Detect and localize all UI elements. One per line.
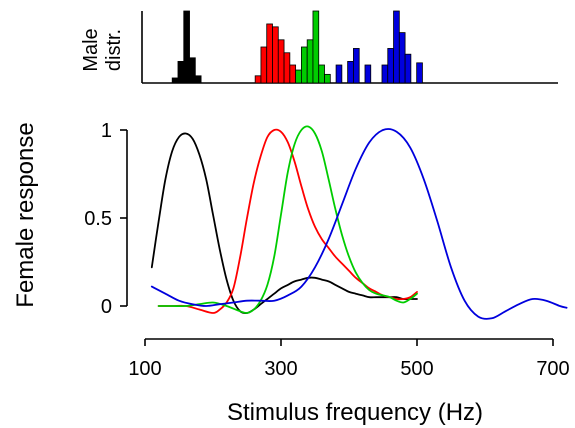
histogram-bar-s2-b4	[318, 64, 325, 84]
response-curve-0	[150, 132, 418, 315]
histogram-bar-s0-b4	[194, 75, 202, 84]
y-tick-label-1: 0.5	[84, 208, 112, 230]
x-tick-label-0: 100	[128, 358, 161, 380]
histogram-bars	[171, 10, 423, 84]
x-axis-title: Stimulus frequency (Hz)	[227, 399, 483, 426]
response-curve-2	[157, 125, 418, 314]
histogram-bar-s0-b3	[189, 57, 196, 84]
male-distr-ylabel-line2: distr.	[103, 29, 125, 71]
male-distribution-panel: Male distr.	[80, 10, 558, 84]
y-tick-label-0: 0	[101, 296, 112, 318]
female-response-panel: Female response Stimulus frequency (Hz) …	[12, 120, 570, 426]
histogram-bar-s3-b1	[347, 61, 354, 84]
histogram-bar-s2-b3	[312, 10, 320, 84]
male-distr-ylabel-line1: Male	[80, 28, 102, 71]
histogram-bar-s0-b0	[171, 77, 179, 84]
histogram-bar-s1-b4	[277, 39, 285, 84]
x-tick-label-2: 500	[400, 358, 433, 380]
histogram-bar-s3-b8	[404, 53, 412, 84]
response-curves	[150, 125, 568, 320]
histogram-bar-s2-b0	[295, 69, 302, 84]
histogram-bar-s3-b9	[416, 62, 423, 84]
histogram-bar-s1-b1	[260, 46, 268, 84]
histogram-bar-s1-b5	[283, 52, 291, 84]
y-ticks: 00.51	[84, 120, 127, 318]
x-tick-label-1: 300	[264, 358, 297, 380]
x-tick-label-3: 700	[536, 358, 569, 380]
histogram-bar-s3-b6	[393, 10, 400, 84]
x-ticks: 100 300 500 700	[128, 339, 570, 380]
histogram-bar-s1-b0	[254, 75, 262, 84]
response-curve-3	[150, 128, 568, 320]
histogram-bar-s3-b0	[335, 64, 343, 84]
histogram-bar-s3-b5	[387, 48, 394, 84]
histogram-bar-s3-b7	[398, 32, 406, 84]
histogram-bar-s1-b2	[266, 23, 273, 84]
histogram-bar-s3-b2	[353, 48, 360, 84]
y-axis-title: Female response	[12, 122, 39, 307]
histogram-bar-s1-b6	[289, 64, 297, 84]
histogram-bar-s2-b1	[300, 46, 308, 84]
histogram-bar-s1-b3	[272, 26, 279, 84]
histogram-bar-s3-b4	[381, 64, 389, 84]
histogram-bar-s3-b3	[364, 64, 372, 84]
y-tick-label-2: 1	[101, 120, 112, 142]
histogram-bar-s0-b2	[183, 10, 190, 84]
histogram-bar-s2-b2	[306, 39, 314, 84]
histogram-bar-s2-b5	[324, 73, 331, 84]
histogram-bar-s0-b1	[177, 61, 185, 84]
